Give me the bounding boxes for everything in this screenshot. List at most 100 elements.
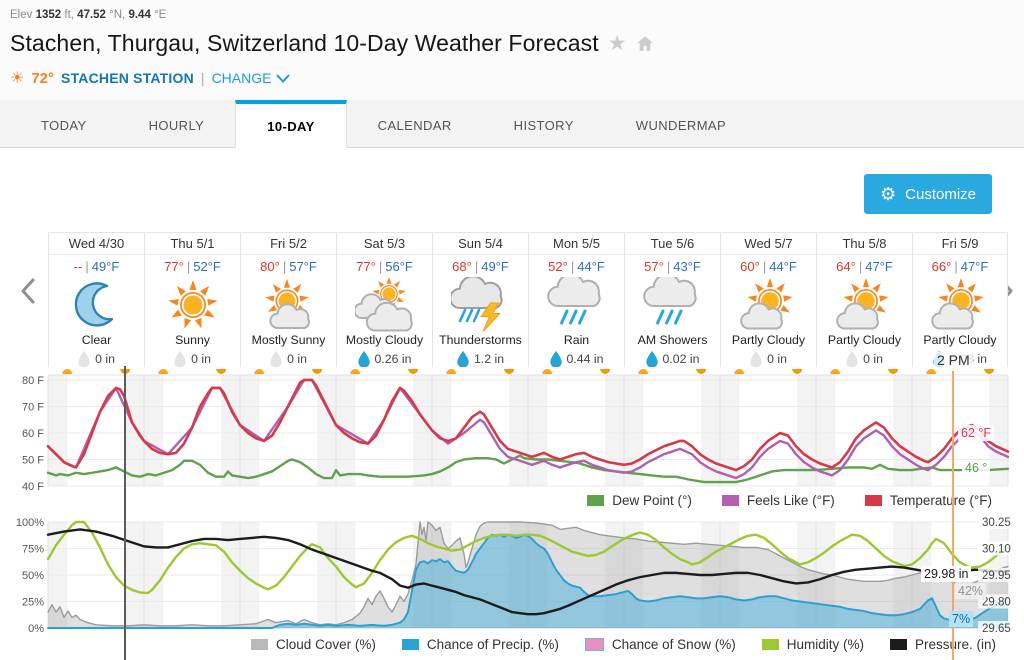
latitude-value: 47.52 bbox=[77, 9, 106, 21]
weather-icon-sunny bbox=[167, 280, 218, 329]
high-temp: -- bbox=[73, 259, 83, 274]
sunrise-marker-icon bbox=[446, 369, 457, 374]
forecast-day-row: Wed 4/30 -- | 49°F Clear 0 in Thu 5/1 77° | 52°F S… bbox=[48, 232, 1008, 367]
legend-swatch bbox=[251, 639, 269, 650]
forecast-day-tile[interactable]: Fri 5/2 80° | 57°F Mostly Sunny 0 in bbox=[240, 233, 336, 367]
legend-label: Chance of Precip. (%) bbox=[426, 637, 559, 652]
svg-text:29.95: 29.95 bbox=[982, 570, 1011, 582]
high-temp: 64° bbox=[836, 259, 856, 274]
svg-text:80 F: 80 F bbox=[22, 375, 44, 387]
forecast-day-tile[interactable]: Tue 5/6 57° | 43°F AM Showers 0.02 in bbox=[624, 233, 720, 367]
day-name: Fri 5/2 bbox=[241, 233, 336, 255]
temperature-chart[interactable]: 80 F 70 F 60 F 50 F 40 F bbox=[0, 366, 1024, 492]
svg-text:30.10: 30.10 bbox=[982, 544, 1011, 556]
temp-separator: | bbox=[858, 259, 863, 274]
lower-chart-legend: Cloud Cover (%) Chance of Precip. (%) Chan… bbox=[251, 637, 996, 652]
sunset-marker-icon bbox=[792, 369, 803, 374]
condition-label: Clear bbox=[81, 333, 112, 347]
low-temp: 47°F bbox=[960, 259, 989, 274]
tab-calendar[interactable]: CALENDAR bbox=[377, 118, 452, 133]
tab-10-day[interactable]: 10-DAY bbox=[235, 100, 347, 148]
weather-icon-partly-cloudy bbox=[739, 278, 793, 330]
legend-item[interactable]: Pressure. (in) bbox=[889, 637, 996, 652]
sunrise-marker-icon bbox=[926, 369, 937, 374]
sunrise-marker-icon bbox=[542, 369, 553, 374]
legend-swatch bbox=[401, 639, 419, 650]
change-station-link[interactable]: CHANGE bbox=[212, 70, 291, 86]
legend-label: Humidity (%) bbox=[786, 637, 864, 652]
low-temp: 44°F bbox=[577, 259, 605, 274]
sunset-marker-icon bbox=[408, 369, 419, 374]
legend-item[interactable]: Temperature (°F) bbox=[864, 493, 992, 508]
temp-separator: | bbox=[378, 259, 383, 274]
precip-pressure-chart[interactable]: 100% 75% 50% 25% 0% 30.25 30.10 29.95 29.80 29.65 bbox=[0, 514, 1024, 638]
forecast-day-tile[interactable]: Wed 4/30 -- | 49°F Clear 0 in bbox=[48, 233, 144, 367]
svg-text:29.65: 29.65 bbox=[982, 623, 1011, 635]
weather-icon-partly-cloudy bbox=[835, 278, 889, 330]
temp-separator: | bbox=[666, 259, 671, 274]
tab-hourly[interactable]: HOURLY bbox=[148, 118, 205, 133]
current-temp: 72° bbox=[31, 69, 55, 87]
sunrise-marker-icon bbox=[638, 369, 649, 374]
legend-item[interactable]: Chance of Snow (%) bbox=[584, 637, 736, 652]
forecast-day-tile[interactable]: Mon 5/5 52° | 44°F Rain 0.44 in bbox=[528, 233, 624, 367]
weather-icon-mostly-cloudy bbox=[352, 277, 413, 332]
high-temp: 77° bbox=[164, 259, 184, 274]
sunrise-marker-icon bbox=[158, 369, 169, 374]
legend-item[interactable]: Feels Like (°F) bbox=[721, 493, 835, 508]
tab-bar: TODAY HOURLY 10-DAY CALENDAR HISTORY WUNDERMA… bbox=[0, 100, 1024, 148]
sunset-marker-icon bbox=[888, 369, 899, 374]
scroll-left-arrow-icon[interactable] bbox=[20, 278, 36, 309]
dry-droplet-icon bbox=[78, 351, 90, 367]
elev-unit: ft, bbox=[64, 9, 74, 21]
precip-amount: 0.44 in bbox=[549, 351, 603, 367]
forecast-day-tile[interactable]: Sun 5/4 68° | 49°F Thunderstorms 1.2 in bbox=[432, 233, 528, 367]
high-temp: 66° bbox=[931, 259, 952, 274]
legend-item[interactable]: Dew Point (°) bbox=[587, 493, 692, 508]
legend-swatch bbox=[584, 638, 604, 651]
day-name: Mon 5/5 bbox=[529, 233, 624, 255]
dry-droplet-icon bbox=[750, 351, 762, 367]
precip-droplet-icon bbox=[457, 351, 469, 367]
temperature-chart-legend: Dew Point (°) Feels Like (°F) Temperature … bbox=[587, 493, 992, 508]
sunset-marker-icon bbox=[984, 369, 995, 374]
customize-button[interactable]: ⚙ Customize bbox=[864, 174, 992, 214]
sunrise-marker-icon bbox=[254, 369, 265, 374]
sunset-marker-icon bbox=[600, 369, 611, 374]
sunset-marker-icon bbox=[312, 369, 323, 374]
tab-today[interactable]: TODAY bbox=[41, 118, 87, 133]
legend-item[interactable]: Humidity (%) bbox=[761, 637, 864, 652]
station-name-link[interactable]: STACHEN STATION bbox=[61, 70, 194, 86]
legend-label: Dew Point (°) bbox=[612, 493, 692, 508]
forecast-day-tile[interactable]: Thu 5/8 64° | 47°F Partly Cloudy 0 in bbox=[816, 233, 912, 367]
legend-item[interactable]: Cloud Cover (%) bbox=[251, 637, 376, 652]
tab-wundermap[interactable]: WUNDERMAP bbox=[635, 118, 727, 133]
condition-label: Mostly Cloudy bbox=[345, 333, 424, 347]
hover-cloudcover-value: 42% bbox=[955, 583, 987, 599]
high-temp: 80° bbox=[260, 259, 280, 274]
day-name: Thu 5/8 bbox=[817, 233, 912, 255]
forecast-day-tile[interactable]: Sat 5/3 77° | 56°F Mostly Cloudy 0.26 in bbox=[336, 233, 432, 367]
weather-icon-clear-night bbox=[74, 282, 113, 327]
high-temp: 52° bbox=[548, 259, 568, 274]
legend-label: Cloud Cover (%) bbox=[276, 637, 376, 652]
legend-item[interactable]: Chance of Precip. (%) bbox=[401, 637, 559, 652]
gear-icon: ⚙ bbox=[880, 184, 897, 204]
precip-droplet-icon bbox=[645, 351, 658, 367]
day-temps: -- | 49°F bbox=[74, 256, 120, 277]
tab-history[interactable]: HISTORY bbox=[513, 118, 574, 133]
day-name: Tue 5/6 bbox=[625, 233, 720, 255]
customize-label: Customize bbox=[905, 185, 976, 203]
elev-value: 1352 bbox=[35, 9, 62, 21]
sunrise-marker-icon bbox=[350, 369, 361, 374]
forecast-day-tile[interactable]: Wed 5/7 60° | 44°F Partly Cloudy 0 in bbox=[720, 233, 816, 367]
favorite-star-icon[interactable]: ★ bbox=[607, 31, 627, 55]
current-conditions-sun-icon: ☀ bbox=[10, 70, 25, 87]
day-name: Thu 5/1 bbox=[145, 233, 240, 255]
low-temp: 44°F bbox=[769, 259, 797, 274]
forecast-day-tile[interactable]: Thu 5/1 77° | 52°F Sunny 0 in bbox=[144, 233, 240, 367]
high-temp: 77° bbox=[356, 259, 376, 274]
low-temp: 47°F bbox=[865, 259, 893, 274]
home-icon[interactable] bbox=[636, 35, 654, 52]
